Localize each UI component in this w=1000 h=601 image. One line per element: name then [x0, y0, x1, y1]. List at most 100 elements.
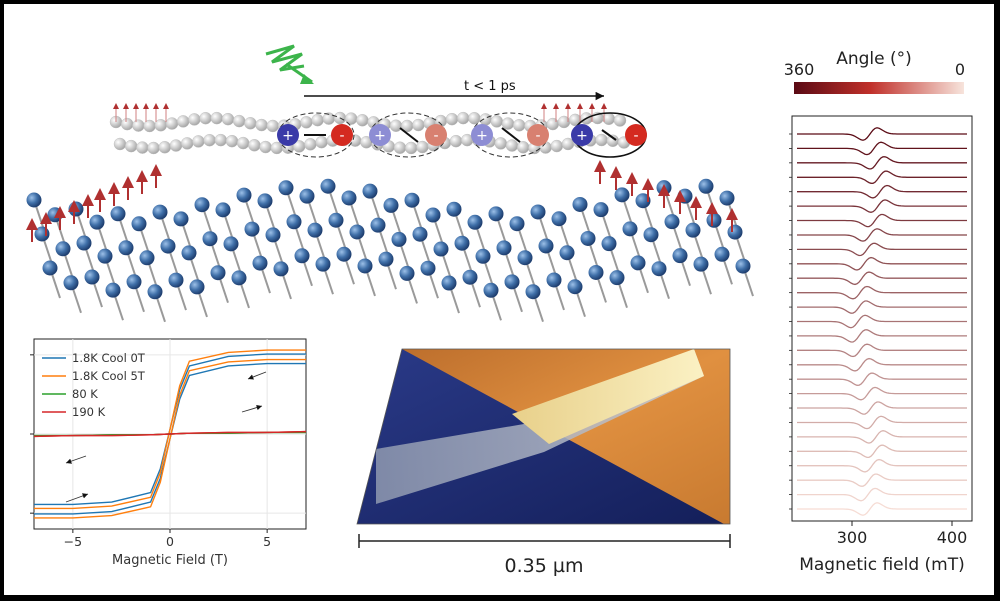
- lattice-atom: [244, 221, 260, 237]
- lattice-atom: [727, 224, 743, 240]
- lattice-atom: [257, 193, 273, 209]
- plus-charge-icon: [277, 124, 299, 146]
- colorbar-min-label: 360: [784, 60, 815, 79]
- lattice-atom: [530, 204, 546, 220]
- chain-atom: [136, 141, 149, 154]
- chain-atom: [165, 117, 179, 130]
- lattice-atom: [357, 258, 373, 274]
- svg-text:-: -: [535, 128, 540, 144]
- lattice-atom: [173, 211, 189, 227]
- chain-atom: [203, 133, 216, 147]
- lattice-atom: [202, 231, 218, 247]
- chain-atom: [176, 115, 190, 128]
- lattice-atom: [593, 202, 609, 218]
- chain-atom: [595, 133, 608, 147]
- lattice-atom: [719, 190, 735, 206]
- lattice-atom: [509, 216, 525, 232]
- lattice-atom: [126, 274, 142, 290]
- lattice-atom: [278, 180, 294, 196]
- lattice-atom: [546, 272, 562, 288]
- hysteresis-xlabel: Magnetic Field (T): [112, 553, 228, 568]
- lattice-atom: [236, 187, 252, 203]
- spectrum-line: [797, 271, 967, 286]
- afm-scale-label: 0.35 µm: [505, 555, 584, 577]
- lattice-atom: [63, 275, 79, 291]
- chain-atom: [120, 117, 134, 131]
- spectrum-line: [797, 343, 967, 358]
- hysteresis-legend: 1.8K Cool 0T 1.8K Cool 5T 80 K 190 K: [42, 351, 146, 419]
- chain-atom: [546, 117, 559, 131]
- series-line-2: [34, 349, 306, 510]
- lattice-atom: [341, 190, 357, 206]
- exciton-pairs: + - + - + - + -: [277, 112, 647, 158]
- chain-atom: [232, 114, 246, 128]
- chain-atom: [315, 135, 328, 149]
- lattice-atom: [441, 275, 457, 291]
- chain-atom: [449, 134, 463, 148]
- chain-atom: [405, 141, 418, 155]
- chain-atom: [266, 119, 279, 133]
- chain-atom: [513, 119, 526, 132]
- colorbar: [794, 82, 964, 94]
- chain-atom: [192, 135, 205, 148]
- lattice-atom: [651, 261, 667, 277]
- lattice-atom: [580, 230, 596, 246]
- lattice-atom: [76, 235, 92, 251]
- lattice-atom: [433, 241, 449, 257]
- spectrum-line: [797, 300, 967, 314]
- figure-frame: t < 1 ps + - + - + - + - −5 0 5: [4, 4, 994, 595]
- chain-atom: [416, 140, 429, 154]
- chain-atom: [147, 141, 160, 155]
- lattice-atom: [294, 248, 310, 264]
- lattice-atom: [315, 256, 331, 272]
- spectrum-line: [797, 415, 967, 430]
- svg-text:-: -: [633, 128, 638, 144]
- chain-atom: [501, 117, 515, 130]
- spectrum-line: [797, 314, 967, 329]
- lattice-atom: [714, 246, 730, 262]
- plus-charge-icon: [471, 124, 493, 146]
- chain-atom: [613, 114, 627, 127]
- spectrum-line: [797, 242, 967, 257]
- lattice-atom: [215, 202, 231, 218]
- chain-atom: [356, 114, 369, 127]
- lattice-atom: [34, 226, 50, 242]
- lattice-atom: [383, 197, 399, 213]
- lattice-atom: [139, 250, 155, 266]
- x-tick-label: 400: [937, 528, 968, 547]
- lattice-atom: [517, 250, 533, 266]
- lattice-atom: [223, 236, 239, 252]
- chain-atom: [393, 141, 407, 154]
- lattice-atom: [68, 201, 84, 217]
- chain-atom: [270, 141, 283, 155]
- lattice-atom: [307, 222, 323, 238]
- chain-atom: [333, 111, 347, 125]
- lattice-atom: [420, 260, 436, 276]
- pulse-time-label: t < 1 ps: [464, 79, 516, 94]
- lattice-atom: [446, 201, 462, 217]
- chain-atom: [550, 139, 563, 153]
- chain-atom: [113, 137, 127, 151]
- lattice-atom: [643, 227, 659, 243]
- plus-charge-icon: [369, 124, 391, 146]
- chain-atom: [132, 119, 145, 132]
- chain-atom: [479, 113, 492, 126]
- spectrum-line: [797, 502, 967, 516]
- lattice-atom: [349, 224, 365, 240]
- chain-atom: [214, 133, 228, 147]
- lattice-atom: [567, 279, 583, 295]
- lattice-atom: [370, 217, 386, 233]
- lattice-atom: [475, 248, 491, 264]
- chain-atom: [259, 140, 272, 154]
- legend-series-1: 1.8K Cool 0T: [72, 351, 146, 365]
- angle-spectra-chart: Angle (°) 360 0 300 400 Magnetic field (m…: [784, 49, 973, 575]
- minus-charge-icon: [527, 124, 549, 146]
- legend-series-2: 1.8K Cool 5T: [72, 369, 146, 383]
- lattice-atom: [504, 274, 520, 290]
- svg-text:-: -: [433, 128, 438, 144]
- spectrum-line: [797, 285, 967, 300]
- series-line-4: [33, 430, 307, 438]
- lattice-atom: [735, 258, 751, 274]
- afm-topography-image: 0.35 µm: [356, 348, 731, 577]
- lattice-atom: [412, 226, 428, 242]
